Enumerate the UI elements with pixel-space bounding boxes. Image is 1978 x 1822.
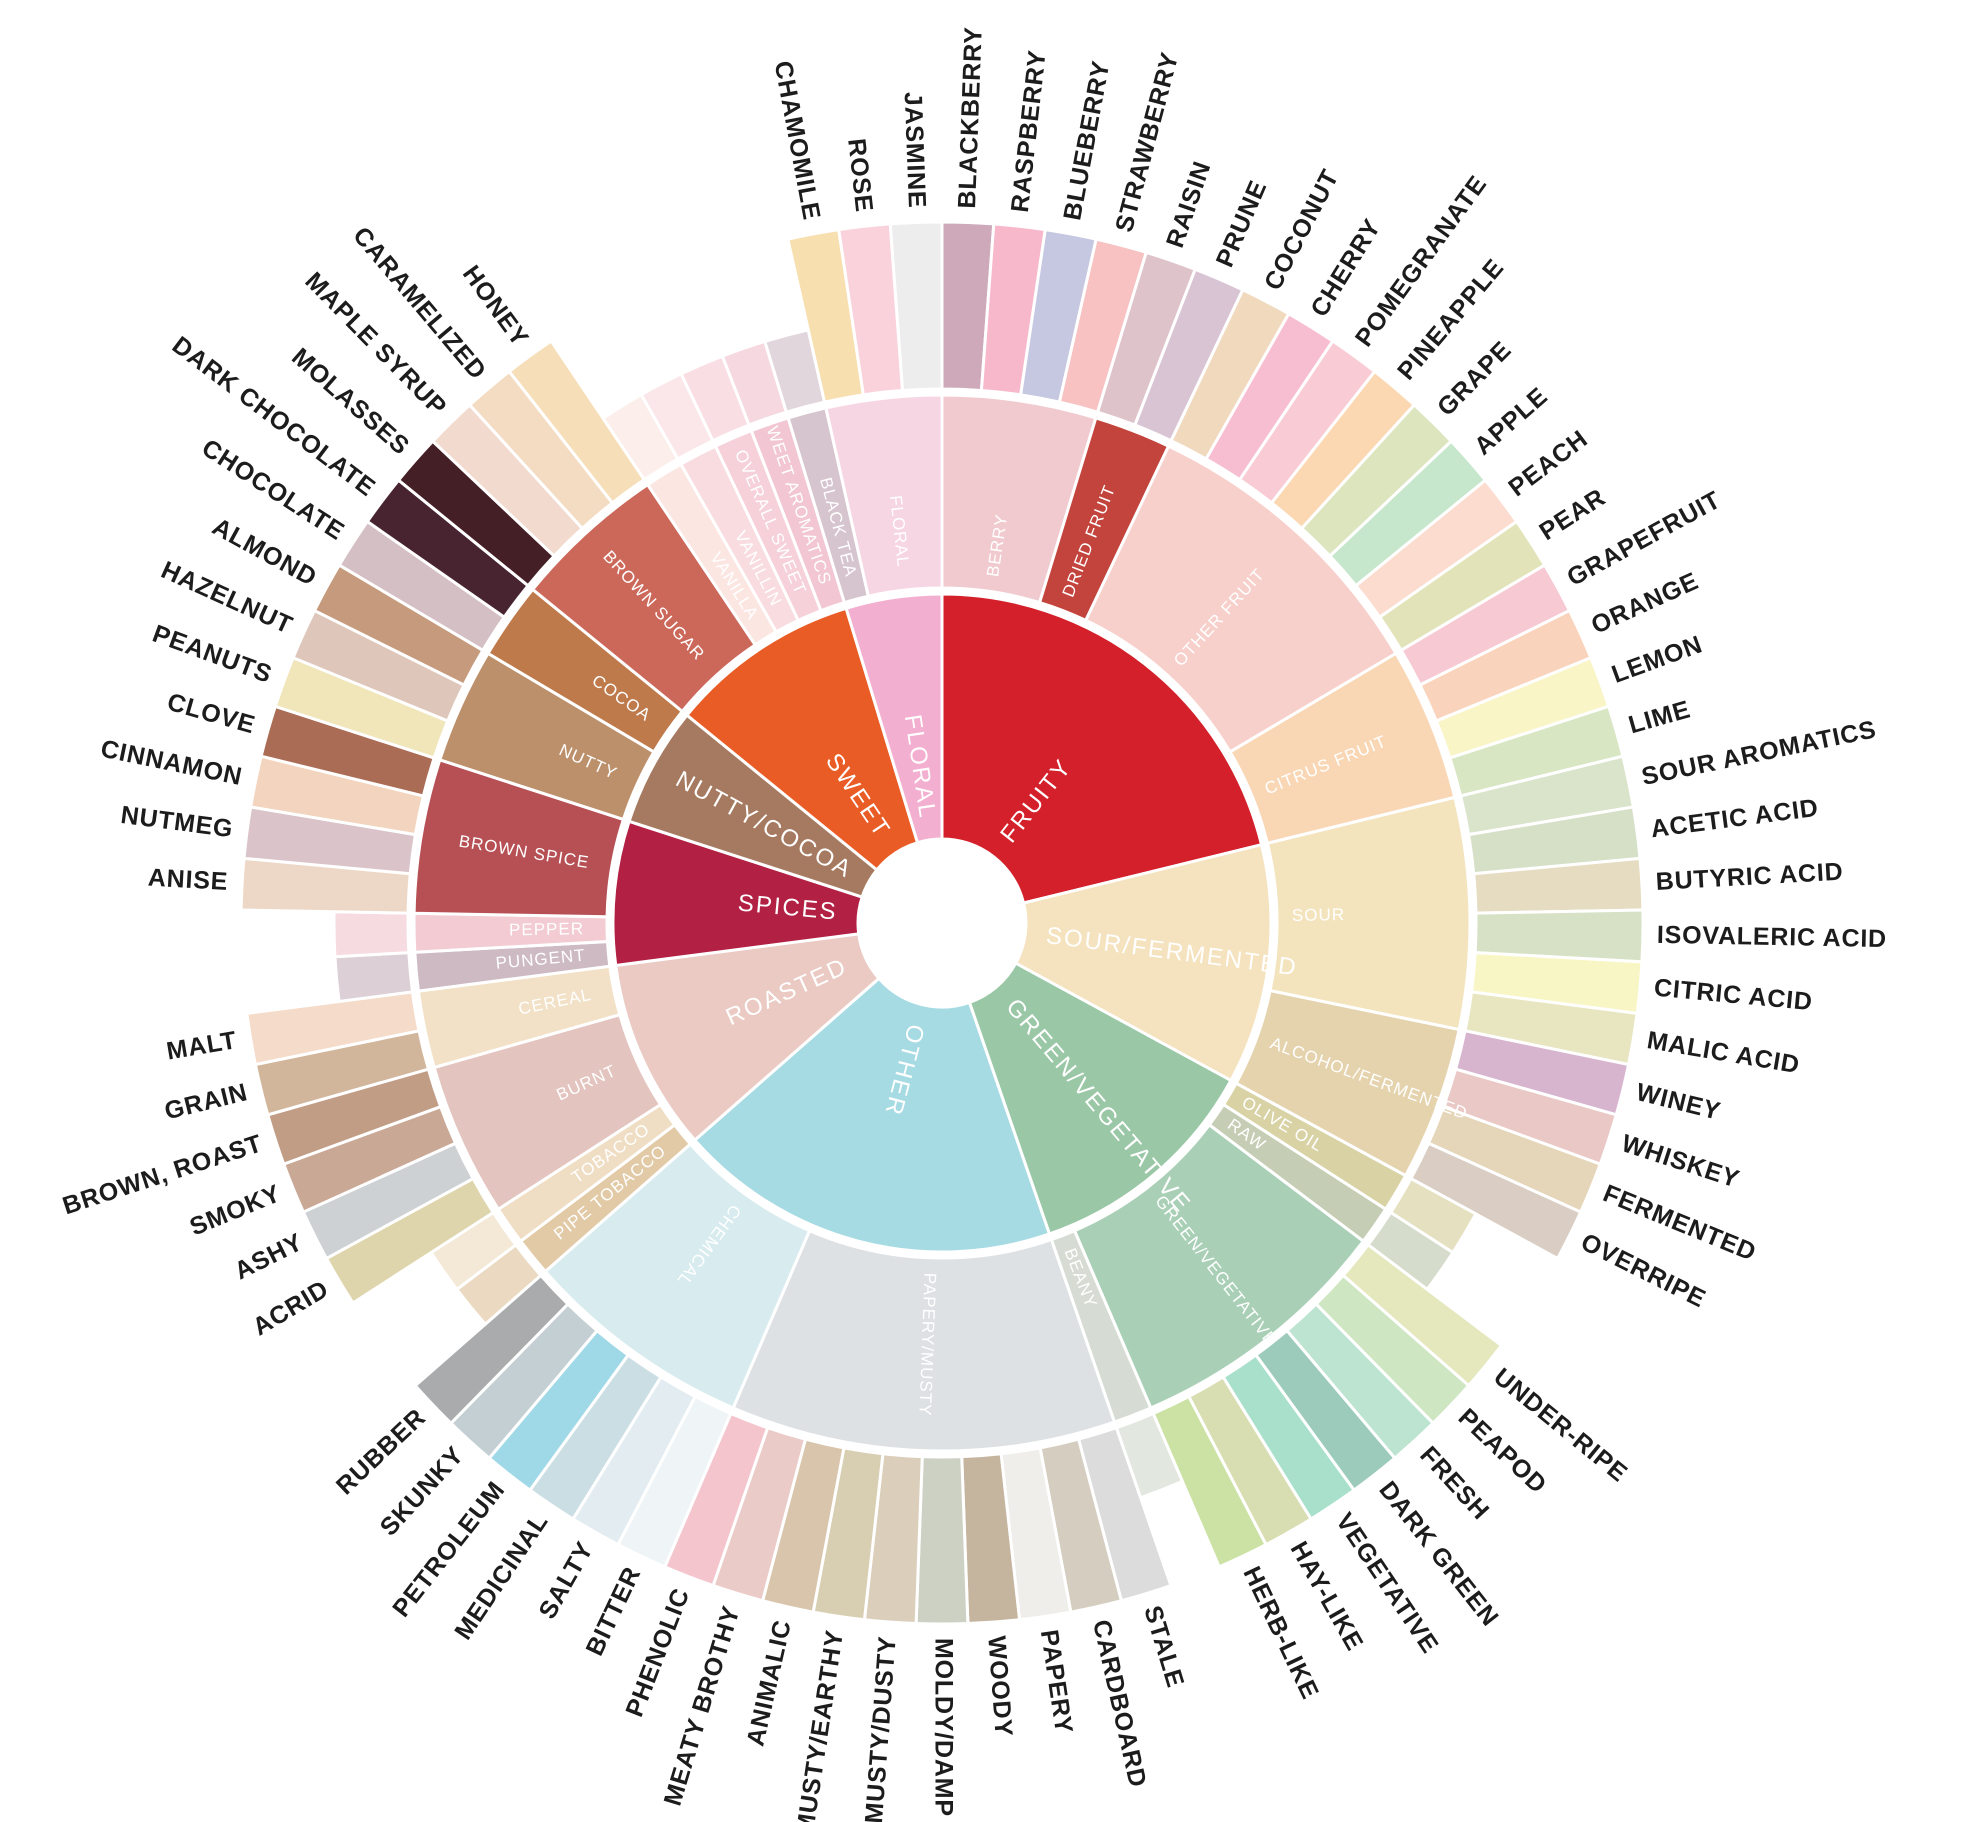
leaf-label-caramelized: CARAMELIZED — [347, 222, 492, 386]
leaf-label-grain: GRAIN — [162, 1078, 251, 1125]
leaf-label-papery: PAPERY — [1035, 1628, 1078, 1736]
wheel-center — [858, 839, 1026, 1007]
leaf-label-stale: STALE — [1138, 1602, 1189, 1691]
leaf-label-peach: PEACH — [1503, 425, 1593, 502]
leaf-label-pomegranate: POMEGRANATE — [1350, 170, 1493, 352]
leaf-label-lime: LIME — [1625, 695, 1693, 739]
leaf-label-chamomile: CHAMOMILE — [769, 59, 826, 223]
leaf-label-winey: WINEY — [1633, 1078, 1723, 1126]
leaf-label-cinnamon: CINNAMON — [98, 735, 245, 791]
leaf-label-salty: SALTY — [533, 1537, 599, 1624]
leaf-jasmine — [888, 220, 944, 393]
ring2-label-sour: SOUR — [1292, 905, 1345, 925]
leaf-label-jasmine: JASMINE — [899, 91, 931, 209]
leaf-label-malt: MALT — [165, 1026, 239, 1065]
leaf-label-woody: WOODY — [982, 1635, 1017, 1738]
leaf-label-smoky: SMOKY — [186, 1179, 285, 1241]
leaf-label-raisin: RAISIN — [1161, 158, 1217, 252]
leaf-label-nutmeg: NUTMEG — [119, 801, 235, 843]
leaf-label-rose: ROSE — [842, 137, 878, 214]
leaf-label-bitter: BITTER — [580, 1562, 646, 1660]
leaf-label-prune: PRUNE — [1211, 176, 1273, 271]
leaf-label-apple: APPLE — [1469, 382, 1553, 461]
stub-pungent — [333, 951, 415, 1004]
subwedge-floral — [824, 393, 944, 598]
leaf-label-peanuts: PEANUTS — [149, 620, 276, 689]
leaf-label-lemon: LEMON — [1608, 630, 1706, 689]
leaf-label-pear: PEAR — [1535, 483, 1611, 546]
leaf-label-moldy-damp: MOLDY/DAMP — [929, 1638, 957, 1817]
leaf-label-orange: ORANGE — [1587, 567, 1703, 640]
leaf-label-blueberry: BLUEBERRY — [1058, 58, 1115, 222]
leaf-label-acetic-acid: ACETIC ACID — [1649, 794, 1820, 844]
leaf-label-isovaleric-acid: ISOVALERIC ACID — [1657, 921, 1888, 953]
leaf-label-malic-acid: MALIC ACID — [1645, 1026, 1802, 1079]
leaf-label-ashy: ASHY — [230, 1228, 308, 1285]
leaf-label-anise: ANISE — [147, 864, 229, 896]
leaf-label-butyric-acid: BUTYRIC ACID — [1655, 858, 1844, 896]
leaf-label-fresh: FRESH — [1414, 1441, 1494, 1525]
ring2-label-pepper: PEPPER — [509, 919, 584, 939]
leaf-moldy-damp — [914, 1455, 970, 1626]
leaf-label-maple-syrup: MAPLE SYRUP — [299, 267, 452, 422]
leaf-label-musty-dusty: MUSTY/DUSTY — [860, 1635, 902, 1822]
leaf-label-clove: CLOVE — [164, 688, 258, 740]
leaf-label-raspberry: RASPBERRY — [1006, 48, 1052, 213]
leaf-label-whiskey: WHISKEY — [1618, 1129, 1743, 1193]
stub-pepper — [332, 910, 411, 959]
leaf-label-animalic: ANIMALIC — [741, 1617, 797, 1749]
leaf-label-blackberry: BLACKBERRY — [953, 26, 988, 209]
leaf-label-musty-earthy: MUSTY/EARTHY — [791, 1628, 849, 1822]
leaf-label-citric-acid: CITRIC ACID — [1653, 974, 1814, 1017]
leaf-label-acrid: ACRID — [248, 1275, 334, 1342]
leaf-label-cardboard: CARDBOARD — [1087, 1617, 1152, 1790]
